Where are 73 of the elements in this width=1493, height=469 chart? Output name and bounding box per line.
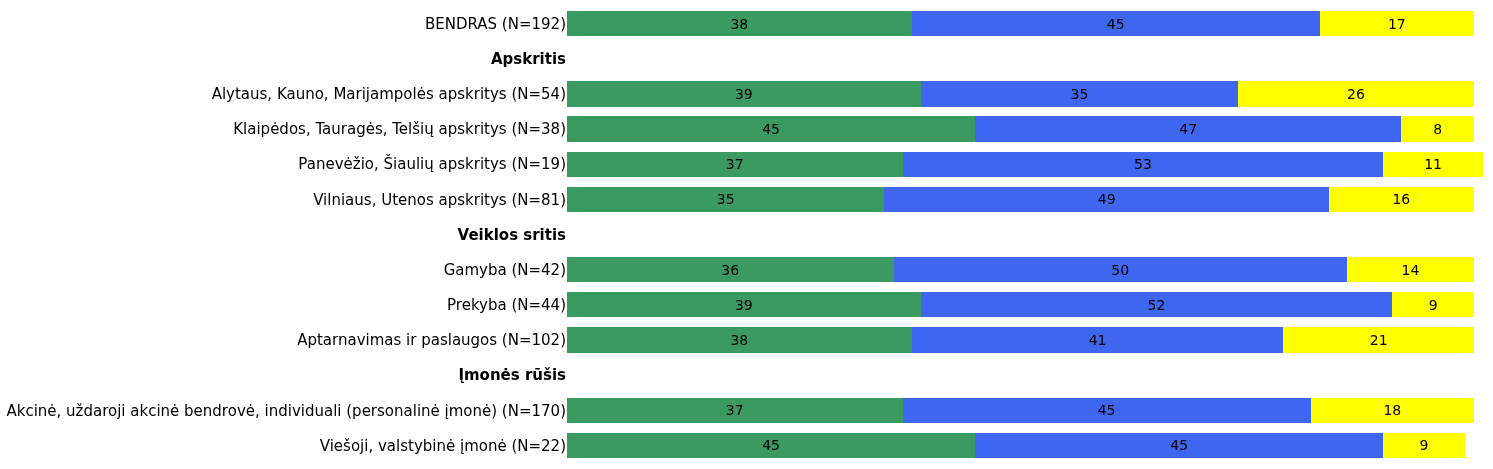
data-label: 17 <box>1387 15 1406 32</box>
data-label: 45 <box>1170 437 1189 454</box>
data-label: 47 <box>1179 121 1198 138</box>
y-tick-label: Akcinė, uždaroji akcinė bendrovė, individuali (personalinė įmonė) (N=170) <box>6 401 566 420</box>
data-label: 41 <box>1088 331 1107 348</box>
bar <box>975 116 1402 142</box>
data-label: 9 <box>1428 296 1438 313</box>
bar <box>1383 432 1465 459</box>
y-tick-label: Prekyba (N=44) <box>447 296 566 315</box>
bar <box>1283 327 1474 353</box>
bar <box>902 397 1311 423</box>
bar <box>567 116 976 142</box>
data-label: 45 <box>762 437 780 454</box>
y-tick-label: Vilniaus, Utenos apskritys (N=81) <box>313 190 566 209</box>
data-label: 8 <box>1433 121 1443 138</box>
data-label: 14 <box>1401 261 1420 278</box>
data-label: 26 <box>1347 85 1365 102</box>
bar <box>902 151 1384 177</box>
bar <box>1401 116 1474 142</box>
y-tick-label: Įmonės rūšis <box>458 366 567 385</box>
data-label: 16 <box>1392 191 1411 208</box>
data-label: 9 <box>1419 437 1429 454</box>
data-label: 45 <box>1097 402 1116 419</box>
data-label: 52 <box>1147 296 1166 313</box>
bar <box>1346 257 1474 283</box>
data-label: 49 <box>1097 191 1116 208</box>
bar <box>975 432 1384 459</box>
bar <box>1238 81 1474 107</box>
data-label: 36 <box>721 261 740 278</box>
bar <box>1392 292 1474 318</box>
bar <box>884 186 1329 212</box>
y-tick-label: Klaipėdos, Tauragės, Telšių apskritys (N=38) <box>233 120 566 139</box>
data-label: 38 <box>730 331 749 348</box>
data-label: 50 <box>1111 261 1130 278</box>
data-label: 39 <box>734 85 753 102</box>
bar <box>911 10 1320 37</box>
bar <box>920 81 1239 107</box>
bar <box>567 327 912 353</box>
y-tick-label: Gamyba (N=42) <box>443 260 566 279</box>
bar <box>1328 186 1474 212</box>
bar <box>920 292 1393 318</box>
y-tick-label: Panevėžio, Šiaulių apskritys (N=19) <box>298 154 566 174</box>
data-label: 53 <box>1133 156 1152 173</box>
bar <box>893 257 1347 283</box>
bar <box>567 257 894 283</box>
bar <box>1383 151 1483 177</box>
data-label: 45 <box>762 121 780 138</box>
data-label: 39 <box>734 296 753 313</box>
y-tick-label: Veiklos sritis <box>457 225 567 244</box>
bar <box>567 432 976 459</box>
bar <box>567 292 921 318</box>
bar <box>1319 10 1474 37</box>
data-label: 21 <box>1369 331 1388 348</box>
bar <box>567 10 912 37</box>
y-tick-label: BENDRAS (N=192) <box>424 14 566 33</box>
bar <box>911 327 1284 353</box>
bar <box>567 397 903 423</box>
y-tick-label: Viešoji, valstybinė įmonė (N=22) <box>319 436 566 455</box>
bar <box>1310 397 1474 423</box>
data-label: 37 <box>725 156 744 173</box>
data-label: 35 <box>716 191 735 208</box>
bar <box>567 186 885 212</box>
y-tick-label: Apskritis <box>490 49 567 68</box>
data-label: 35 <box>1070 85 1089 102</box>
bar <box>567 81 921 107</box>
data-label: 45 <box>1106 15 1125 32</box>
y-tick-label: Alytaus, Kauno, Marijampolės apskritys (N=54) <box>211 85 566 104</box>
data-label: 38 <box>730 15 749 32</box>
data-label: 11 <box>1424 156 1443 173</box>
data-label: 37 <box>725 402 744 419</box>
y-tick-label: Aptarnavimas ir paslaugos (N=102) <box>297 331 566 350</box>
data-label: 18 <box>1383 402 1402 419</box>
bar <box>567 151 903 177</box>
